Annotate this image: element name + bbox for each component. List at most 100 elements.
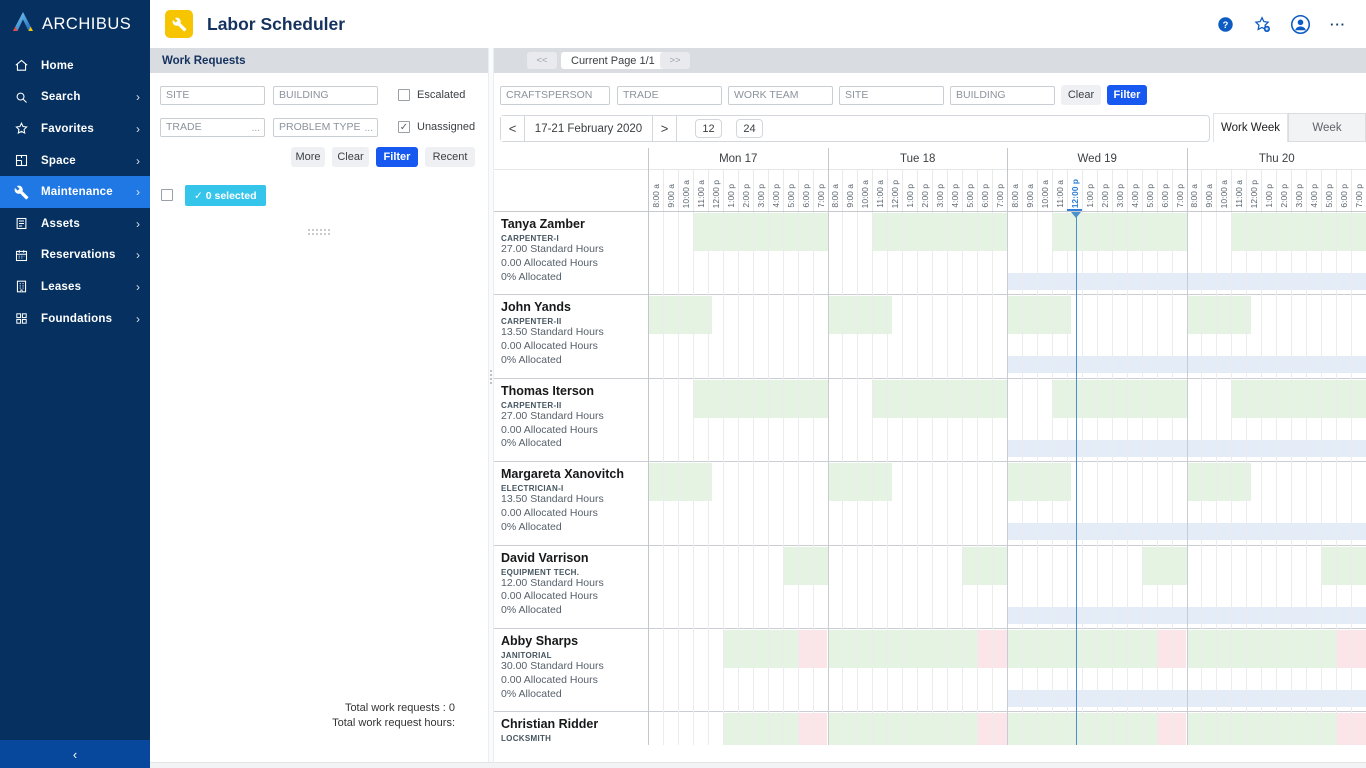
prev-page-button[interactable]: << bbox=[527, 52, 557, 69]
craftsperson-label[interactable]: Margareta Xanovitch ELECTRICIAN-I 13.50 St… bbox=[494, 462, 647, 544]
standard-hours: 30.00 Standard Hours bbox=[501, 660, 604, 672]
more-options-icon[interactable]: ··· bbox=[1330, 16, 1346, 32]
user-avatar-icon[interactable] bbox=[1290, 14, 1311, 35]
availability-block[interactable] bbox=[1007, 296, 1072, 335]
time-label-cell: 12:00 p bbox=[707, 170, 723, 211]
building-input[interactable] bbox=[273, 85, 378, 105]
availability-block[interactable] bbox=[827, 630, 978, 668]
availability-block[interactable] bbox=[722, 630, 798, 668]
availability-block[interactable] bbox=[872, 379, 1007, 418]
percent-allocated: 0% Allocated bbox=[501, 270, 562, 283]
hour-scale-12-button[interactable]: 12 bbox=[695, 119, 722, 138]
availability-block[interactable] bbox=[1231, 213, 1366, 251]
work-team-input[interactable] bbox=[728, 85, 833, 105]
svg-text:?: ? bbox=[1223, 19, 1229, 29]
sidebar-item-foundations[interactable]: Foundations › bbox=[0, 303, 150, 335]
sidebar-item-reservations[interactable]: Reservations › bbox=[0, 240, 150, 272]
escalated-checkbox[interactable] bbox=[398, 89, 410, 101]
selected-count-button[interactable]: ✓ 0 selected bbox=[185, 185, 266, 206]
craftsperson-label[interactable]: Tanya Zamber CARPENTER-I 27.00 Standard Ho… bbox=[494, 212, 647, 294]
site-field-wrap bbox=[160, 85, 265, 105]
overtime-block[interactable] bbox=[1336, 630, 1366, 668]
grid-icon bbox=[14, 311, 30, 327]
availability-block[interactable] bbox=[827, 713, 978, 745]
sched-building-input[interactable] bbox=[950, 85, 1055, 105]
overtime-block[interactable] bbox=[977, 630, 1007, 668]
availability-block[interactable] bbox=[648, 463, 713, 502]
overtime-block[interactable] bbox=[1156, 630, 1187, 668]
scheduler-grid: Mon 17 Tue 18 Wed 19 Thu 20 8:00 a 9:00 a 10:… bbox=[494, 148, 1366, 745]
trade-field-wrap: ... bbox=[160, 117, 265, 137]
sidebar-item-maintenance[interactable]: Maintenance › bbox=[0, 176, 150, 208]
craftsperson-input[interactable] bbox=[500, 85, 610, 105]
overtime-block[interactable] bbox=[977, 713, 1007, 745]
overtime-block[interactable] bbox=[1336, 713, 1366, 745]
favorite-add-icon[interactable] bbox=[1253, 15, 1271, 33]
availability-block[interactable] bbox=[872, 213, 1007, 251]
problem-type-input[interactable] bbox=[273, 117, 378, 137]
select-all-checkbox[interactable] bbox=[161, 189, 173, 201]
filter-button[interactable]: Filter bbox=[376, 147, 418, 167]
sidebar-item-leases[interactable]: Leases › bbox=[0, 271, 150, 303]
availability-block[interactable] bbox=[1141, 546, 1187, 585]
availability-block[interactable] bbox=[1051, 379, 1187, 418]
sidebar-item-search[interactable]: Search › bbox=[0, 82, 150, 114]
sidebar-item-space[interactable]: Space › bbox=[0, 145, 150, 177]
sched-site-input[interactable] bbox=[839, 85, 944, 105]
sidebar-item-assets[interactable]: Assets › bbox=[0, 208, 150, 240]
availability-block[interactable] bbox=[1186, 296, 1251, 335]
home-icon bbox=[14, 58, 30, 74]
craftsperson-label[interactable]: Christian Ridder LOCKSMITH bbox=[494, 712, 647, 745]
panel-resize-handle[interactable] bbox=[490, 370, 492, 384]
tab-work-week[interactable]: Work Week bbox=[1213, 113, 1288, 142]
sched-trade-input[interactable] bbox=[617, 85, 722, 105]
page-title: Labor Scheduler bbox=[207, 13, 346, 34]
availability-block[interactable] bbox=[827, 296, 892, 335]
craftsperson-name: John Yands bbox=[501, 300, 571, 315]
overtime-block[interactable] bbox=[797, 713, 828, 745]
craftsperson-label[interactable]: John Yands CARPENTER-II 13.50 Standard Hou… bbox=[494, 295, 647, 377]
next-page-button[interactable]: >> bbox=[660, 52, 690, 69]
sidebar-item-home[interactable]: Home bbox=[0, 50, 150, 82]
unassigned-checkbox[interactable]: ✓ bbox=[398, 121, 410, 133]
more-button[interactable]: More bbox=[291, 147, 325, 167]
overtime-block[interactable] bbox=[797, 630, 828, 668]
availability-block[interactable] bbox=[1007, 463, 1072, 502]
availability-block[interactable] bbox=[1051, 213, 1187, 251]
craftsperson-label[interactable]: Thomas Iterson CARPENTER-II 27.00 Standard… bbox=[494, 379, 647, 461]
availability-block[interactable] bbox=[1186, 713, 1337, 745]
splitter-handle[interactable] bbox=[308, 229, 332, 237]
availability-block[interactable] bbox=[692, 379, 828, 418]
sidebar-collapse-button[interactable]: ‹ bbox=[0, 740, 150, 768]
craftsperson-label[interactable]: Abby Sharps JANITORIAL 30.00 Standard Hour… bbox=[494, 629, 647, 711]
recent-button[interactable]: Recent bbox=[425, 147, 475, 167]
brand[interactable]: ARCHIBUS bbox=[0, 0, 150, 48]
next-week-button[interactable]: > bbox=[653, 116, 677, 141]
availability-block[interactable] bbox=[692, 213, 828, 251]
availability-block[interactable] bbox=[827, 463, 892, 502]
availability-block[interactable] bbox=[648, 296, 713, 335]
help-icon[interactable]: ? bbox=[1217, 16, 1234, 33]
horizontal-scrollbar[interactable] bbox=[150, 762, 1366, 768]
prev-week-button[interactable]: < bbox=[501, 116, 525, 141]
tab-week[interactable]: Week bbox=[1288, 113, 1366, 142]
clear-button[interactable]: Clear bbox=[332, 147, 369, 167]
sched-clear-button[interactable]: Clear bbox=[1061, 85, 1101, 105]
hour-scale-24-button[interactable]: 24 bbox=[736, 119, 763, 138]
availability-block[interactable] bbox=[1186, 463, 1251, 502]
availability-block[interactable] bbox=[962, 546, 1007, 585]
site-input[interactable] bbox=[160, 85, 265, 105]
overtime-block[interactable] bbox=[1156, 713, 1187, 745]
sidebar-item-favorites[interactable]: Favorites › bbox=[0, 113, 150, 145]
availability-block[interactable] bbox=[1231, 379, 1366, 418]
view-tabs: Work Week Week bbox=[1213, 113, 1366, 142]
availability-block[interactable] bbox=[722, 713, 798, 745]
trade-input[interactable] bbox=[160, 117, 265, 137]
availability-block[interactable] bbox=[1186, 630, 1337, 668]
craftsperson-label[interactable]: David Varrison EQUIPMENT TECH. 12.00 Stand… bbox=[494, 546, 647, 628]
availability-block[interactable] bbox=[1007, 630, 1157, 668]
availability-block[interactable] bbox=[1007, 713, 1157, 745]
availability-block[interactable] bbox=[1321, 546, 1366, 585]
availability-block[interactable] bbox=[782, 546, 828, 585]
sched-filter-button[interactable]: Filter bbox=[1107, 85, 1147, 105]
